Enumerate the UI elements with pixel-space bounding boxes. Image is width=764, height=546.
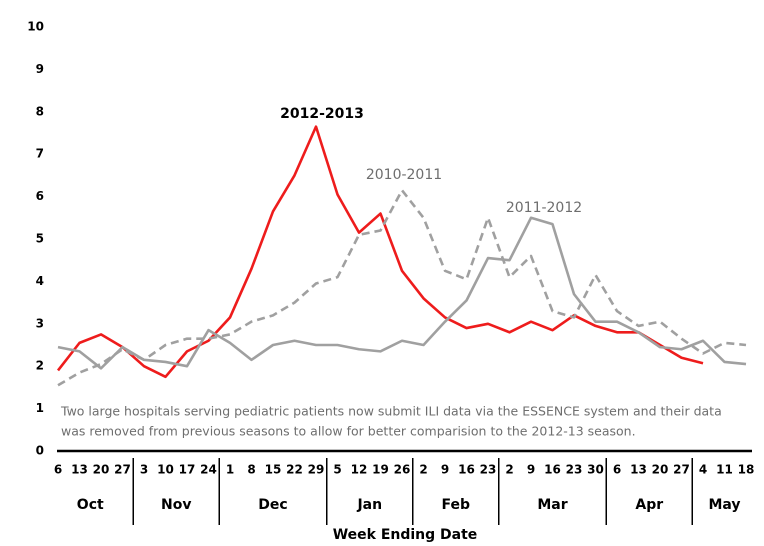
note-line: was removed from previous seasons to all… bbox=[61, 424, 636, 439]
month-label: May bbox=[708, 497, 740, 513]
x-tick-label: 2 bbox=[419, 463, 427, 477]
x-tick-label: 19 bbox=[372, 463, 389, 477]
series-label: 2012-2013 bbox=[280, 106, 364, 122]
y-tick-label: 1 bbox=[36, 401, 44, 415]
y-tick-label: 4 bbox=[36, 274, 44, 288]
x-tick-label: 23 bbox=[480, 463, 497, 477]
y-tick-label: 3 bbox=[36, 316, 44, 330]
series-label: 2010-2011 bbox=[366, 167, 442, 183]
month-label: Jan bbox=[356, 497, 382, 513]
x-tick-label: 6 bbox=[613, 463, 621, 477]
x-tick-label: 16 bbox=[458, 463, 475, 477]
x-tick-label: 6 bbox=[54, 463, 62, 477]
x-tick-label: 2 bbox=[505, 463, 513, 477]
y-tick-label: 2 bbox=[36, 359, 44, 373]
x-tick-label: 29 bbox=[308, 463, 325, 477]
x-tick-label: 30 bbox=[587, 463, 604, 477]
x-tick-label: 3 bbox=[140, 463, 148, 477]
x-tick-label: 13 bbox=[71, 463, 88, 477]
series-line bbox=[57, 188, 747, 387]
note-line: Two large hospitals serving pediatric pa… bbox=[60, 404, 722, 419]
x-tick-label: 20 bbox=[93, 463, 110, 477]
y-tick-label: 9 bbox=[36, 62, 44, 76]
x-axis-title: Week Ending Date bbox=[333, 527, 478, 543]
y-tick-label: 7 bbox=[36, 147, 44, 161]
x-tick-label: 5 bbox=[333, 463, 341, 477]
x-tick-label: 22 bbox=[286, 463, 303, 477]
x-tick-label: 4 bbox=[699, 463, 707, 477]
x-tick-label: 27 bbox=[114, 463, 131, 477]
series-label: 2011-2012 bbox=[506, 200, 582, 216]
x-tick-label: 8 bbox=[247, 463, 255, 477]
y-tick-label: 10 bbox=[27, 20, 44, 34]
x-tick-label: 15 bbox=[265, 463, 282, 477]
series-line bbox=[56, 125, 704, 379]
x-tick-label: 18 bbox=[738, 463, 755, 477]
y-tick-label: 0 bbox=[36, 444, 44, 458]
month-label: Dec bbox=[258, 497, 287, 513]
x-tick-label: 17 bbox=[179, 463, 196, 477]
x-tick-label: 12 bbox=[351, 463, 368, 477]
x-tick-label: 27 bbox=[673, 463, 690, 477]
x-tick-label: 16 bbox=[544, 463, 561, 477]
month-label: Feb bbox=[441, 497, 470, 513]
x-tick-label: 13 bbox=[630, 463, 647, 477]
x-tick-label: 11 bbox=[716, 463, 733, 477]
month-label: Nov bbox=[161, 497, 191, 513]
series-line bbox=[57, 216, 747, 370]
x-tick-label: 10 bbox=[157, 463, 174, 477]
y-tick-label: 5 bbox=[36, 232, 44, 246]
x-tick-label: 23 bbox=[566, 463, 583, 477]
x-tick-label: 9 bbox=[527, 463, 535, 477]
x-tick-label: 20 bbox=[652, 463, 669, 477]
x-tick-label: 1 bbox=[226, 463, 234, 477]
x-tick-label: 9 bbox=[441, 463, 449, 477]
y-tick-label: 6 bbox=[36, 189, 44, 203]
x-tick-label: 24 bbox=[200, 463, 217, 477]
month-label: Oct bbox=[77, 497, 104, 513]
y-tick-label: 8 bbox=[36, 104, 44, 118]
x-tick-label: 26 bbox=[394, 463, 411, 477]
month-label: Apr bbox=[635, 497, 663, 513]
month-label: Mar bbox=[537, 497, 567, 513]
